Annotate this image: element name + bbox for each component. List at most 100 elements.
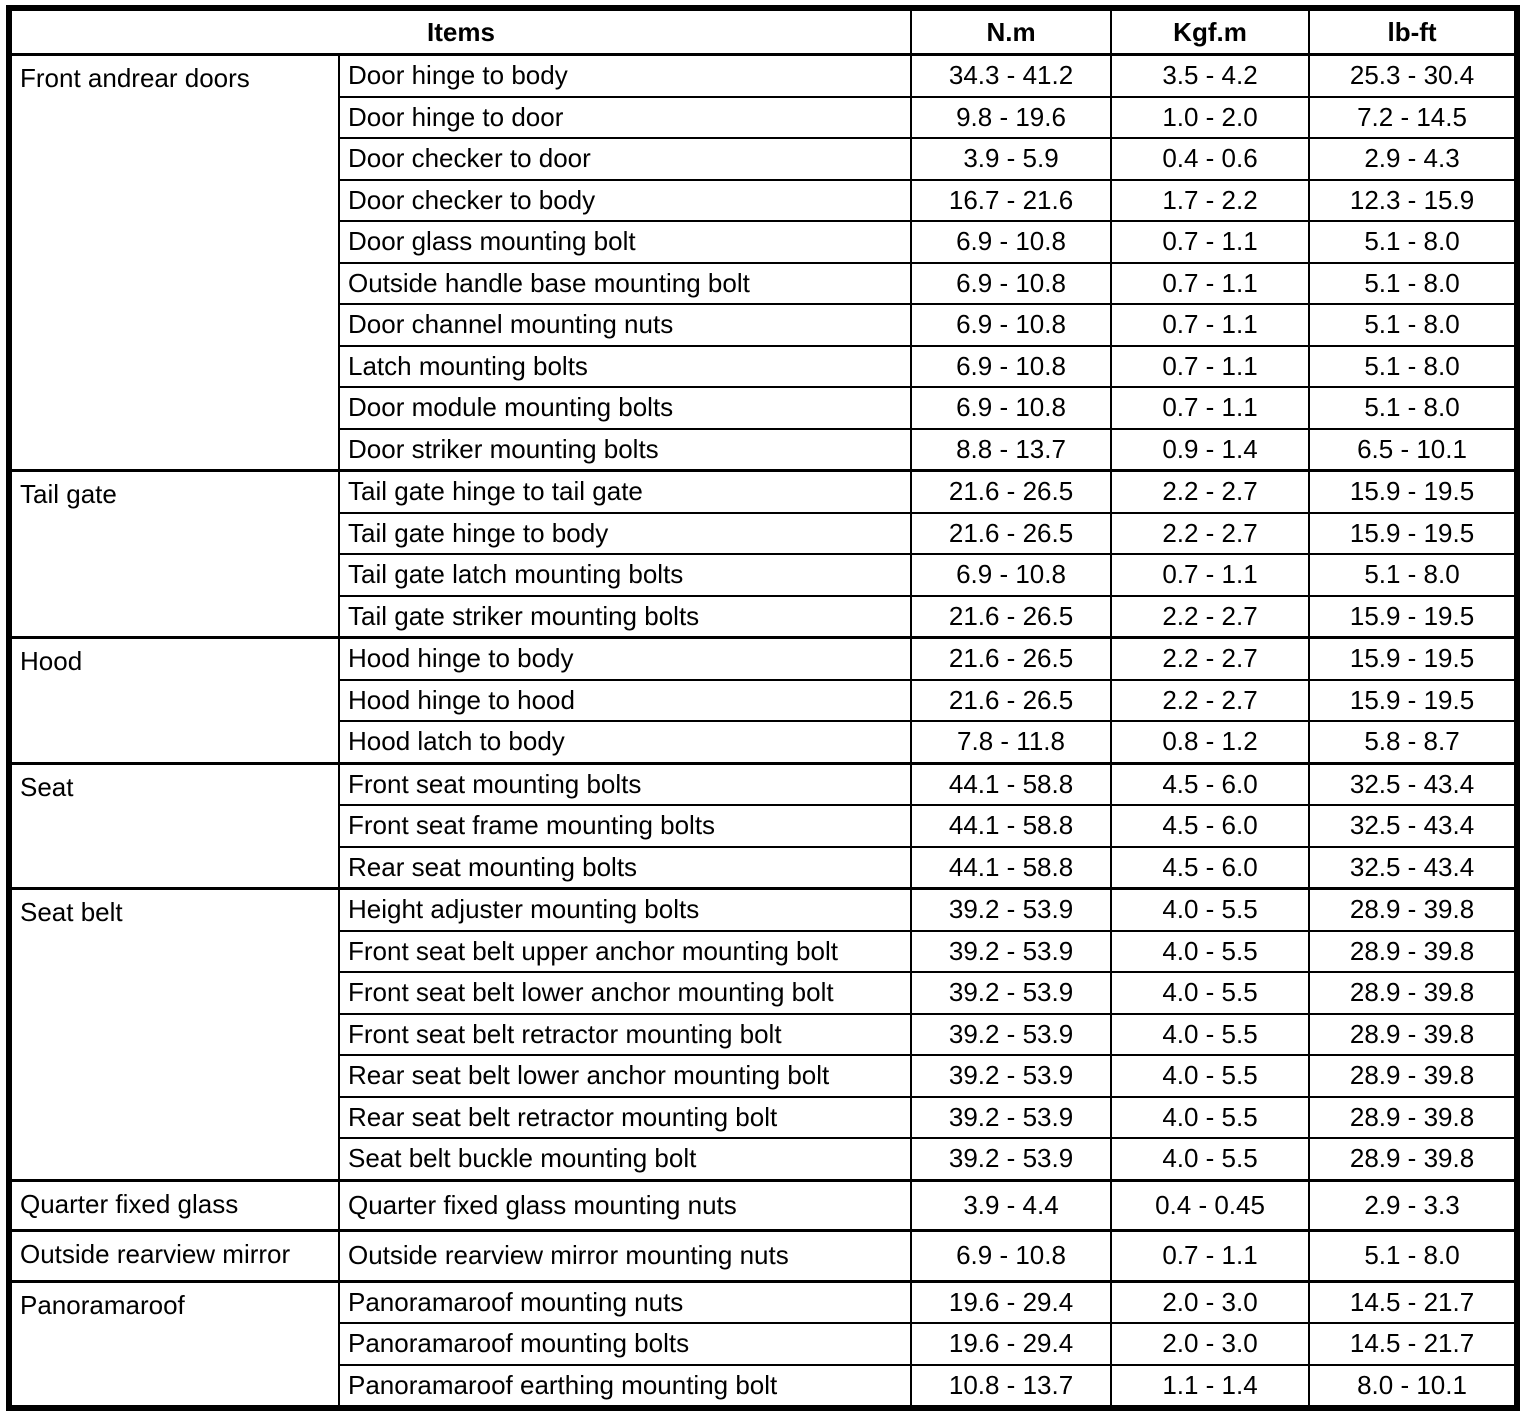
- kgfm-value-cell: 4.0 - 5.5: [1110, 887, 1311, 932]
- nm-value-cell: 6.9 - 10.8: [910, 553, 1113, 597]
- table-row: Rear seat belt lower anchor mounting bol…: [9, 1054, 1519, 1098]
- table-row: Door channel mounting nuts 6.9 - 10.8 0.7 …: [9, 303, 1519, 347]
- item-cell: Rear seat mounting bolts: [337, 845, 913, 890]
- item-cell: Height adjuster mounting bolts: [337, 887, 913, 932]
- kgfm-value-cell: 2.2 - 2.7: [1110, 678, 1311, 722]
- kgfm-value-cell: 0.7 - 1.1: [1110, 386, 1311, 430]
- lbft-value-cell: 14.5 - 21.7: [1308, 1322, 1519, 1366]
- item-cell: Tail gate hinge to body: [337, 511, 913, 555]
- nm-value-cell: 39.2 - 53.9: [910, 1054, 1113, 1098]
- kgfm-value-cell: 0.7 - 1.1: [1110, 303, 1311, 347]
- lbft-value-cell: 5.1 - 8.0: [1308, 220, 1519, 264]
- nm-value-cell: 21.6 - 26.5: [910, 636, 1113, 681]
- table-row: Quarter fixed glass Quarter fixed glass m…: [8, 1178, 1519, 1232]
- nm-value-cell: 39.2 - 53.9: [910, 1012, 1113, 1056]
- lbft-value-cell: 28.9 - 39.8: [1308, 1054, 1519, 1098]
- kgfm-value-cell: 0.4 - 0.6: [1110, 137, 1311, 181]
- kgfm-value-cell: 0.8 - 1.2: [1110, 720, 1311, 764]
- nm-value-cell: 44.1 - 58.8: [910, 761, 1113, 806]
- table-header: Items N.m Kgf.m lb-ft: [7, 7, 1519, 56]
- nm-value-cell: 6.9 - 10.8: [910, 261, 1113, 305]
- table-row: Rear seat mounting bolts 44.1 - 58.8 4.5 -…: [9, 845, 1519, 890]
- lbft-value-cell: 32.5 - 43.4: [1308, 761, 1519, 806]
- lbft-value-cell: 5.1 - 8.0: [1308, 553, 1519, 597]
- kgfm-value-cell: 4.5 - 6.0: [1110, 804, 1311, 848]
- item-cell: Door hinge to body: [337, 53, 913, 98]
- kgfm-value-cell: 2.2 - 2.7: [1110, 469, 1311, 514]
- nm-value-cell: 21.6 - 26.5: [910, 678, 1113, 722]
- lbft-value-cell: 5.1 - 8.0: [1308, 303, 1519, 347]
- kgfm-value-cell: 2.2 - 2.7: [1110, 594, 1311, 639]
- table-row: Tail gate latch mounting bolts 6.9 - 10.8…: [9, 553, 1519, 597]
- nm-value-cell: 7.8 - 11.8: [910, 720, 1113, 764]
- header-kgfm: Kgf.m: [1110, 7, 1311, 56]
- table-row: Outside rearview mirror Outside rearview …: [8, 1229, 1519, 1282]
- item-cell: Hood latch to body: [337, 720, 913, 764]
- kgfm-value-cell: 4.0 - 5.5: [1110, 1095, 1311, 1139]
- item-cell: Tail gate striker mounting bolts: [337, 594, 913, 639]
- lbft-value-cell: 5.1 - 8.0: [1308, 386, 1519, 430]
- header-row: Items N.m Kgf.m lb-ft: [7, 7, 1519, 56]
- nm-value-cell: 21.6 - 26.5: [910, 469, 1113, 514]
- table-row: Door checker to body 16.7 - 21.6 1.7 - 2.2…: [9, 178, 1519, 222]
- nm-value-cell: 6.9 - 10.8: [910, 1229, 1113, 1282]
- lbft-value-cell: 15.9 - 19.5: [1308, 469, 1519, 514]
- item-cell: Door module mounting bolts: [337, 386, 913, 430]
- lbft-value-cell: 5.1 - 8.0: [1308, 261, 1519, 305]
- item-cell: Quarter fixed glass mounting nuts: [337, 1178, 913, 1232]
- lbft-value-cell: 8.0 - 10.1: [1308, 1363, 1519, 1409]
- nm-value-cell: 3.9 - 4.4: [910, 1178, 1113, 1232]
- table-row: Door module mounting bolts 6.9 - 10.8 0.7 …: [9, 386, 1519, 430]
- lbft-value-cell: 2.9 - 3.3: [1308, 1178, 1519, 1232]
- group-label: Quarter fixed glass: [8, 1178, 340, 1232]
- nm-value-cell: 6.9 - 10.8: [910, 344, 1113, 388]
- table-row: Tail gate striker mounting bolts 21.6 - 2…: [9, 594, 1519, 639]
- lbft-value-cell: 15.9 - 19.5: [1308, 678, 1519, 722]
- table-row: Tail gate hinge to body 21.6 - 26.5 2.2 - …: [9, 511, 1519, 555]
- nm-value-cell: 19.6 - 29.4: [910, 1279, 1113, 1324]
- kgfm-value-cell: 4.5 - 6.0: [1110, 845, 1311, 890]
- table-row: Seat belt buckle mounting bolt 39.2 - 53.…: [9, 1137, 1519, 1181]
- table-row: Hood Hood hinge to body 21.6 - 26.5 2.2 - 2…: [8, 636, 1519, 764]
- item-cell: Rear seat belt lower anchor mounting bol…: [337, 1054, 913, 1098]
- item-cell: Tail gate hinge to tail gate: [337, 469, 913, 514]
- table-row: Outside handle base mounting bolt 6.9 - 1…: [9, 261, 1519, 305]
- group-label: Panoramaroof: [8, 1279, 340, 1409]
- kgfm-value-cell: 4.0 - 5.5: [1110, 1137, 1311, 1181]
- kgfm-value-cell: 4.0 - 5.5: [1110, 971, 1311, 1015]
- nm-value-cell: 6.9 - 10.8: [910, 386, 1113, 430]
- nm-value-cell: 19.6 - 29.4: [910, 1322, 1113, 1366]
- item-cell: Outside handle base mounting bolt: [337, 261, 913, 305]
- table-body: Front andrear doors Door hinge to body 34.…: [8, 53, 1519, 1409]
- lbft-value-cell: 5.1 - 8.0: [1308, 1229, 1519, 1282]
- lbft-value-cell: 28.9 - 39.8: [1308, 1095, 1519, 1139]
- table-row: Tail gate Tail gate hinge to tail gate 21.…: [8, 469, 1519, 639]
- kgfm-value-cell: 0.7 - 1.1: [1110, 261, 1311, 305]
- kgfm-value-cell: 0.7 - 1.1: [1110, 344, 1311, 388]
- lbft-value-cell: 14.5 - 21.7: [1308, 1279, 1519, 1324]
- nm-value-cell: 44.1 - 58.8: [910, 845, 1113, 890]
- kgfm-value-cell: 1.0 - 2.0: [1110, 95, 1311, 139]
- kgfm-value-cell: 4.0 - 5.5: [1110, 1012, 1311, 1056]
- lbft-value-cell: 32.5 - 43.4: [1308, 804, 1519, 848]
- item-cell: Panoramaroof earthing mounting bolt: [337, 1363, 913, 1409]
- nm-value-cell: 39.2 - 53.9: [910, 929, 1113, 973]
- item-cell: Door checker to door: [337, 137, 913, 181]
- lbft-value-cell: 5.8 - 8.7: [1308, 720, 1519, 764]
- torque-spec-table: Items N.m Kgf.m lb-ft Front andrear door…: [6, 5, 1520, 1411]
- header-items: Items: [7, 7, 913, 56]
- table-row: Seat Front seat mounting bolts 44.1 - 58.8…: [8, 761, 1519, 890]
- kgfm-value-cell: 1.1 - 1.4: [1110, 1363, 1311, 1409]
- nm-value-cell: 21.6 - 26.5: [910, 594, 1113, 639]
- lbft-value-cell: 28.9 - 39.8: [1308, 1137, 1519, 1181]
- nm-value-cell: 39.2 - 53.9: [910, 887, 1113, 932]
- kgfm-value-cell: 4.0 - 5.5: [1110, 1054, 1311, 1098]
- table-row: Front andrear doors Door hinge to body 34.…: [8, 53, 1519, 472]
- item-cell: Front seat belt upper anchor mounting bo…: [337, 929, 913, 973]
- table-row: Panoramaroof earthing mounting bolt 10.8 …: [9, 1363, 1519, 1409]
- nm-value-cell: 8.8 - 13.7: [910, 427, 1113, 472]
- nm-value-cell: 6.9 - 10.8: [910, 303, 1113, 347]
- item-cell: Door hinge to door: [337, 95, 913, 139]
- item-cell: Front seat frame mounting bolts: [337, 804, 913, 848]
- item-cell: Door striker mounting bolts: [337, 427, 913, 472]
